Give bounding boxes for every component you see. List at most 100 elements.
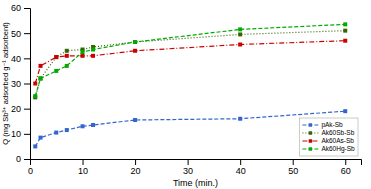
- x-tick: 50: [288, 159, 298, 176]
- y-tick-label: 40: [11, 54, 21, 64]
- y-tick-label: 10: [11, 129, 21, 139]
- legend-label: Ak60Sb-Sb: [321, 129, 354, 136]
- y-tick-mark: [24, 8, 30, 9]
- x-tick: 60: [341, 159, 351, 176]
- data-point: [91, 48, 95, 52]
- y-tick: 10: [11, 129, 30, 139]
- x-tick-label: 30: [183, 166, 193, 176]
- x-tick-mark: [135, 159, 136, 165]
- y-tick: 20: [11, 104, 30, 114]
- data-point: [343, 109, 347, 113]
- x-tick-mark: [188, 159, 189, 165]
- legend-marker: [309, 131, 312, 134]
- legend-item: Ak60As-Sb: [302, 137, 354, 144]
- x-tick-label: 60: [341, 166, 351, 176]
- y-axis-title: Q (mg Sb³⁺ adsorbed g⁻¹ adsorbent): [1, 22, 10, 145]
- x-tick: 30: [183, 159, 193, 176]
- series: [33, 22, 347, 98]
- data-point: [238, 27, 242, 31]
- series-line: [35, 41, 345, 84]
- legend-box: [299, 118, 358, 156]
- data-point: [39, 64, 43, 68]
- x-tick: 40: [236, 159, 246, 176]
- plot: 0 10 20 30 40 50 60 0 10 20 30 40 50 60 pAk-SbAk60Sb-S…: [11, 3, 362, 176]
- y-tick-mark: [24, 134, 30, 135]
- data-point: [65, 64, 69, 68]
- data-point: [91, 123, 95, 127]
- data-point: [54, 55, 58, 59]
- legend-marker: [309, 139, 312, 142]
- data-point: [81, 124, 85, 128]
- legend-marker: [309, 123, 312, 126]
- x-tick-label: 20: [131, 166, 141, 176]
- legend-item: pAk-Sb: [302, 121, 343, 129]
- data-point: [54, 69, 58, 73]
- data-point: [91, 54, 95, 58]
- x-tick-label: 40: [236, 166, 246, 176]
- chart: 0 10 20 30 40 50 60 0 10 20 30 40 50 60 pAk-SbAk60Sb-S…: [0, 0, 371, 189]
- data-point: [39, 76, 43, 80]
- series: [33, 39, 347, 86]
- legend: pAk-SbAk60Sb-SbAk60As-SbAk60Hg-Sb: [299, 118, 358, 156]
- data-point: [133, 118, 137, 122]
- data-point: [39, 76, 43, 80]
- series-line: [35, 111, 345, 146]
- data-point: [33, 94, 37, 98]
- x-axis: 0 10 20 30 40 50 60: [28, 159, 362, 176]
- x-tick-mark: [83, 159, 84, 165]
- y-axis: 0 10 20 30 40 50 60: [11, 3, 31, 164]
- data-point: [33, 144, 37, 148]
- x-tick-mark: [293, 159, 294, 165]
- data-point: [343, 22, 347, 26]
- legend-label: pAk-Sb: [321, 121, 343, 129]
- legend-label: Ak60As-Sb: [321, 137, 354, 144]
- x-axis-line: [31, 160, 362, 166]
- y-tick-mark: [24, 159, 30, 160]
- x-tick-label: 0: [28, 166, 33, 176]
- x-tick: 10: [78, 159, 88, 176]
- legend-item: Ak60Sb-Sb: [302, 129, 354, 136]
- data-point: [133, 40, 137, 44]
- x-tick-mark: [240, 159, 241, 165]
- x-tick: 0: [28, 159, 33, 176]
- x-tick-label: 50: [288, 166, 298, 176]
- x-tick-label: 10: [78, 166, 88, 176]
- y-tick: 0: [16, 154, 30, 164]
- x-tick: 20: [131, 159, 141, 176]
- y-tick-label: 20: [11, 104, 21, 114]
- y-tick-mark: [24, 58, 30, 59]
- data-point: [39, 136, 43, 140]
- legend-marker: [309, 147, 312, 150]
- data-point: [33, 82, 37, 86]
- y-tick-mark: [24, 84, 30, 85]
- data-point: [81, 54, 85, 58]
- data-point: [343, 39, 347, 43]
- y-axis-line: [24, 9, 31, 160]
- data-point: [65, 49, 69, 53]
- y-tick-label: 30: [11, 79, 21, 89]
- y-tick-label: 0: [16, 154, 21, 164]
- y-tick-mark: [24, 109, 30, 110]
- data-point: [54, 55, 58, 59]
- data-point: [238, 117, 242, 121]
- y-tick: 40: [11, 54, 30, 64]
- x-axis-title: Time (min.): [173, 178, 218, 188]
- y-tick: 60: [11, 3, 30, 13]
- series-line: [35, 24, 345, 96]
- data-point: [54, 131, 58, 135]
- y-tick-mark: [24, 33, 30, 34]
- data-point: [238, 32, 242, 36]
- y-tick: 50: [11, 29, 30, 39]
- data-point: [238, 42, 242, 46]
- legend-label: Ak60Hg-Sb: [321, 145, 355, 153]
- data-point: [343, 29, 347, 33]
- data-point: [65, 54, 69, 58]
- data-point: [133, 40, 137, 44]
- y-tick-label: 60: [11, 3, 21, 13]
- series: [33, 29, 347, 100]
- data-point: [65, 128, 69, 132]
- data-point: [81, 50, 85, 54]
- y-tick-label: 50: [11, 29, 21, 39]
- x-tick-mark: [345, 159, 346, 165]
- data-point: [133, 49, 137, 53]
